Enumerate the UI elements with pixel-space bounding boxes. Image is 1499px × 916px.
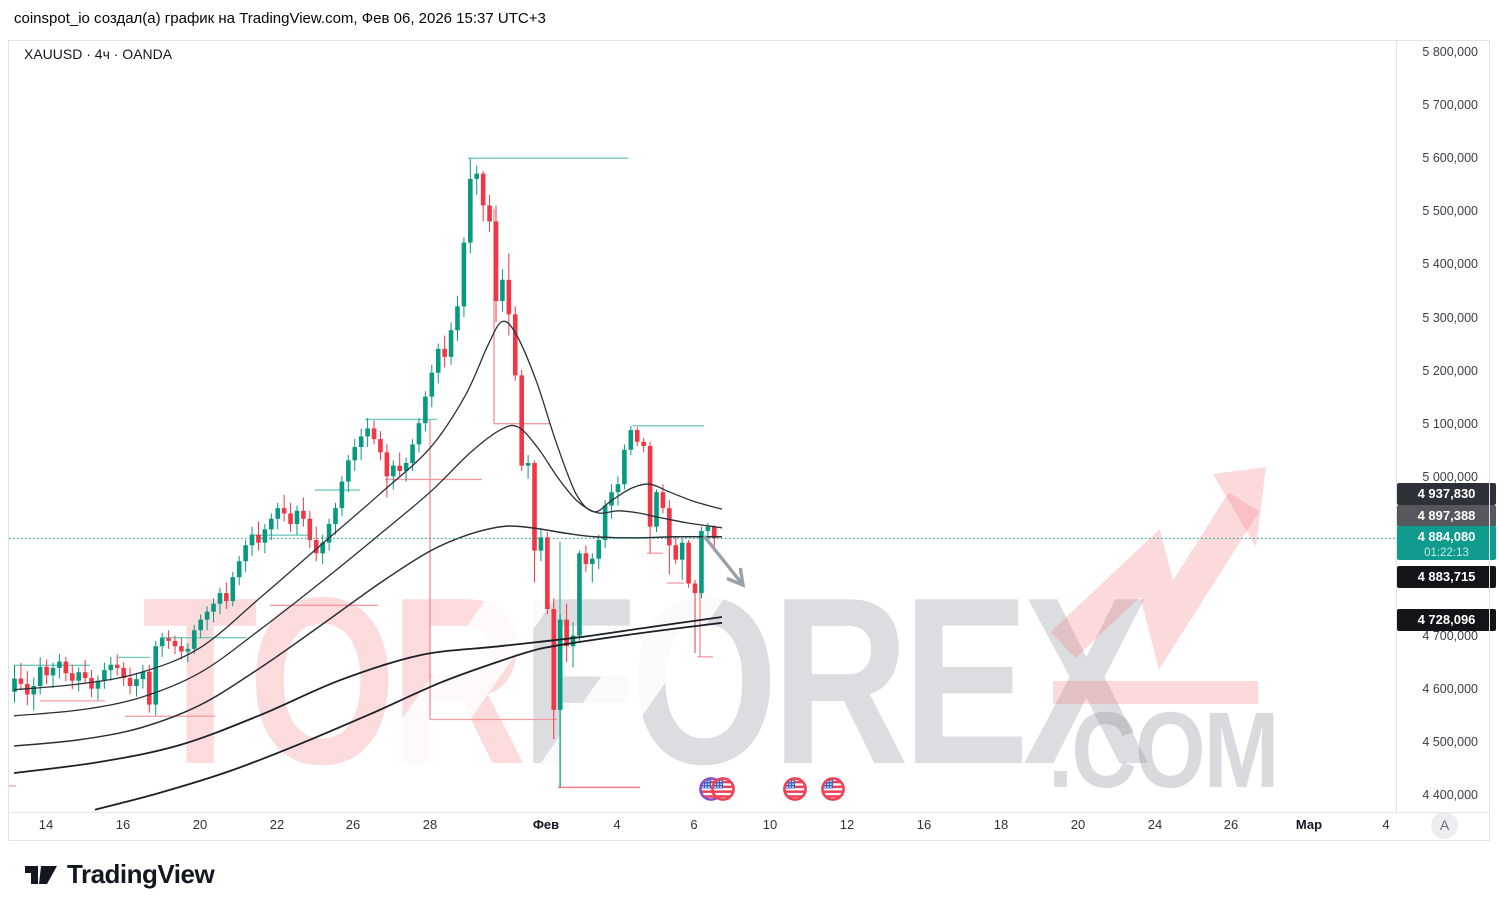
price-tick-label: 4 700,000: [1422, 629, 1478, 644]
tradingview-logo-icon: [25, 865, 57, 884]
time-axis-separator: [8, 812, 1489, 813]
tradingview-logo-text: TradingView: [67, 859, 215, 889]
candles-layer: [12, 158, 717, 788]
price-axis-separator: [1396, 40, 1397, 813]
time-tick-label: 4: [1382, 817, 1390, 832]
symbol-legend: XAUUSD · 4ч · OANDA: [24, 46, 173, 62]
price-tick-label: 5 600,000: [1422, 151, 1478, 166]
attribution-text: coinspot_io создал(а) график на TradingV…: [14, 10, 546, 27]
ma-lines-layer: [13, 320, 723, 811]
time-tick-label: Мар: [1295, 817, 1323, 832]
time-tick-label: 24: [1147, 817, 1163, 832]
ma-5-line: [94, 621, 723, 811]
price-badge: 4 937,830: [1397, 483, 1496, 505]
price-tick-label: 5 400,000: [1422, 257, 1478, 272]
price-tick-label: 5 200,000: [1422, 363, 1478, 378]
ma-3-line: [13, 525, 723, 747]
down-arrow-icon: [702, 534, 746, 588]
level-lines-layer: [9, 157, 713, 789]
ma-2-line: [13, 424, 723, 717]
price-tick-label: 5 300,000: [1422, 310, 1478, 325]
us-flag-icon: [783, 777, 807, 801]
us-flag-icon: [711, 777, 735, 801]
tradingview-logo[interactable]: TradingView: [24, 859, 215, 890]
time-tick-label: 26: [345, 817, 361, 832]
price-tick-label: 5 800,000: [1422, 45, 1478, 59]
time-tick-label: 4: [613, 817, 621, 832]
time-tick-label: 16: [115, 817, 131, 832]
ma-1-line: [13, 320, 723, 691]
price-tick-label: 5 500,000: [1422, 204, 1478, 219]
corner-a-badge: A: [1431, 812, 1458, 839]
time-tick-label: 22: [269, 817, 285, 832]
price-badge: 4 728,096: [1397, 609, 1496, 631]
time-tick-label: 16: [916, 817, 932, 832]
time-tick-label: 26: [1223, 817, 1239, 832]
ma-4-line: [13, 616, 723, 774]
price-tick-label: 4 500,000: [1422, 735, 1478, 750]
time-tick-label: 10: [762, 817, 778, 832]
time-tick-label: Фев: [532, 817, 560, 832]
price-tick-label: 5 100,000: [1422, 416, 1478, 431]
time-tick-label: 20: [1070, 817, 1086, 832]
last-price-badge: 4 884,080 01:22:13: [1397, 526, 1496, 560]
price-badge: 4 897,388: [1397, 505, 1496, 527]
watermark-com: .COM: [1048, 689, 1279, 810]
countdown-timer: 01:22:13: [1424, 547, 1469, 559]
price-tick-label: 4 400,000: [1422, 788, 1478, 803]
time-tick-label: 20: [192, 817, 208, 832]
price-badge: 4 883,715: [1397, 566, 1496, 588]
time-tick-label: 28: [422, 817, 438, 832]
time-tick-label: 18: [993, 817, 1009, 832]
price-tick-label: 4 600,000: [1422, 682, 1478, 697]
time-tick-label: 14: [38, 817, 54, 832]
price-tick-label: 5 700,000: [1422, 98, 1478, 113]
time-tick-label: 12: [839, 817, 855, 832]
price-tick-label: 5 000,000: [1422, 469, 1478, 484]
time-tick-label: 6: [690, 817, 698, 832]
chart-pane: [9, 157, 1396, 811]
us-flag-icon: [821, 777, 845, 801]
